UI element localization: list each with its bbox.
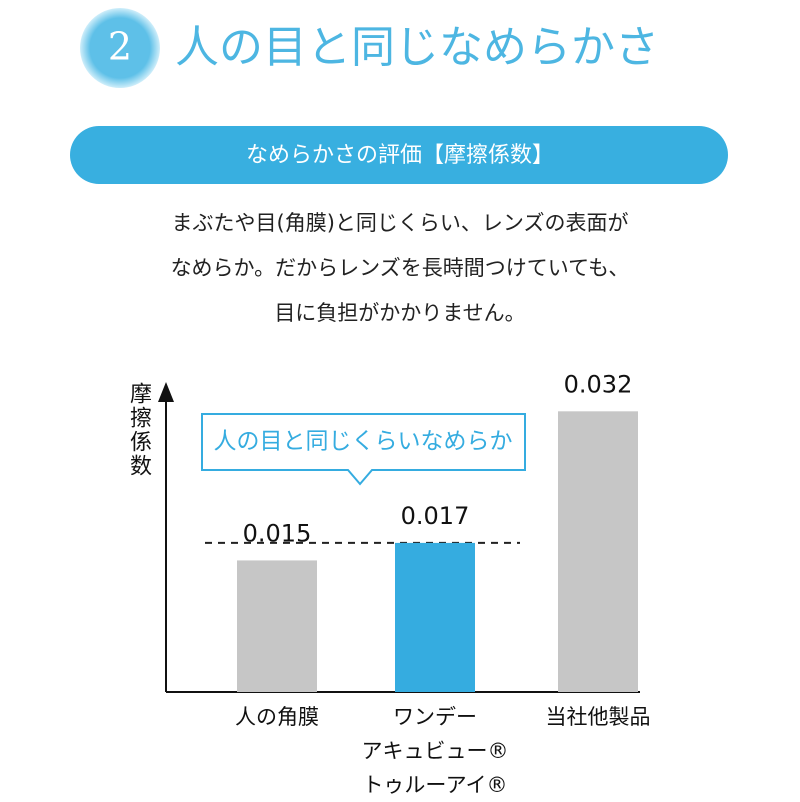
banner-text: なめらかさの評価【摩擦係数】 [246,143,554,168]
x-tick-label: ワンデー アキュビュー® トゥルーアイ® [361,705,509,797]
description-line: なめらか。だからレンズを長時間つけていても、 [171,256,630,280]
bar [558,411,638,692]
description-line: まぶたや目(角膜)と同じくらい、レンズの表面が [172,211,629,235]
x-tick-label: 当社他製品 [545,705,651,729]
callout-box [201,413,526,486]
page-title: 人の目と同じなめらかさ [175,22,659,73]
annotation: 人の目と同じくらいなめらか [214,429,513,455]
banner [70,126,728,184]
description-line: 目に負担がかかりません。 [274,301,525,325]
y-axis-arrow [158,382,174,402]
y-axis-label: 摩擦係数 [126,382,151,478]
number-badge [80,8,160,88]
value-label: 0.032 [564,370,633,398]
bar [237,560,317,692]
value-label: 0.017 [401,502,470,530]
x-tick-label: 人の角膜 [235,705,319,729]
bar [395,542,475,692]
section-number: 2 [108,25,132,69]
value-label: 0.015 [243,519,312,547]
